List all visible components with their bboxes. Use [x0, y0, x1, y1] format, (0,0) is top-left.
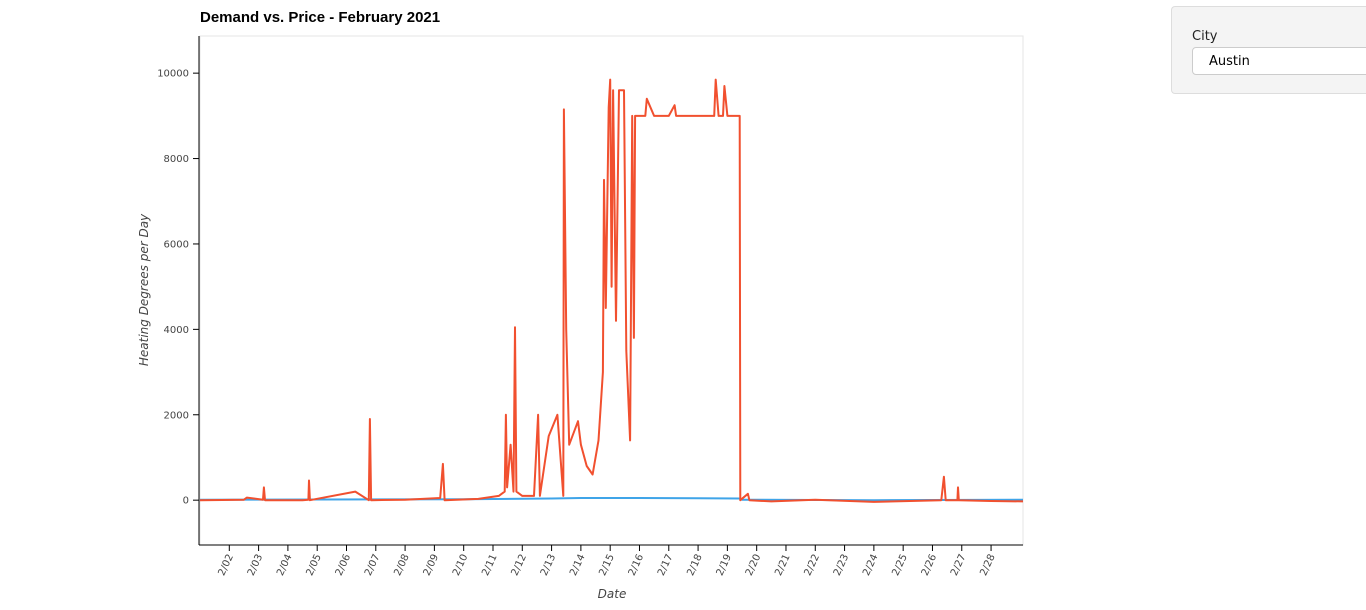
x-tick-label: 2/07: [363, 553, 382, 578]
city-select[interactable]: Austin: [1192, 47, 1366, 75]
x-tick-label: 2/10: [451, 553, 470, 578]
x-tick-label: 2/16: [627, 553, 646, 578]
x-axis-label: Date: [598, 587, 627, 601]
city-panel: City Austin: [1171, 6, 1366, 94]
city-label: City: [1192, 29, 1218, 44]
chart-title: Demand vs. Price - February 2021: [200, 9, 440, 26]
x-tick-label: 2/22: [803, 553, 822, 578]
x-tick-label: 2/04: [275, 553, 294, 578]
y-tick-label: 0: [183, 496, 189, 507]
y-tick-label: 4000: [164, 325, 189, 336]
x-tick-label: 2/27: [949, 553, 968, 578]
x-tick-label: 2/17: [656, 553, 675, 578]
x-tick-label: 2/15: [597, 553, 616, 578]
x-tick-label: 2/21: [773, 553, 792, 578]
x-tick-label: 2/06: [334, 553, 353, 578]
line-series: [199, 78, 1024, 503]
y-tick-label: 8000: [164, 154, 189, 165]
x-tick-label: 2/18: [685, 553, 704, 578]
x-tick-label: 2/09: [422, 553, 441, 578]
x-tick-label: 2/03: [246, 553, 265, 578]
y-tick-label: 6000: [164, 239, 189, 250]
x-tick-label: 2/02: [217, 553, 236, 578]
x-tick-label: 2/28: [978, 553, 997, 578]
x-tick-label: 2/12: [510, 553, 529, 578]
x-tick-label: 2/13: [539, 553, 558, 578]
x-tick-label: 2/11: [480, 553, 499, 578]
x-tick-label: 2/14: [568, 553, 587, 578]
y-tick-label: 10000: [157, 69, 189, 80]
chart: Demand vs. Price - February 2021 Date He…: [137, 9, 1024, 601]
y-axis-label: Heating Degrees per Day: [137, 213, 151, 366]
x-tick-label: 2/23: [832, 553, 851, 578]
x-tick-label: 2/20: [744, 553, 763, 578]
x-tick-label: 2/25: [890, 553, 909, 578]
x-tick-label: 2/24: [861, 553, 880, 578]
x-tick-label: 2/08: [392, 553, 411, 578]
x-tick-label: 2/05: [304, 553, 323, 578]
x-tick-label: 2/19: [715, 553, 734, 578]
y-tick-label: 2000: [164, 410, 189, 421]
plot-frame: [199, 35, 1024, 546]
x-tick-label: 2/26: [920, 553, 939, 578]
